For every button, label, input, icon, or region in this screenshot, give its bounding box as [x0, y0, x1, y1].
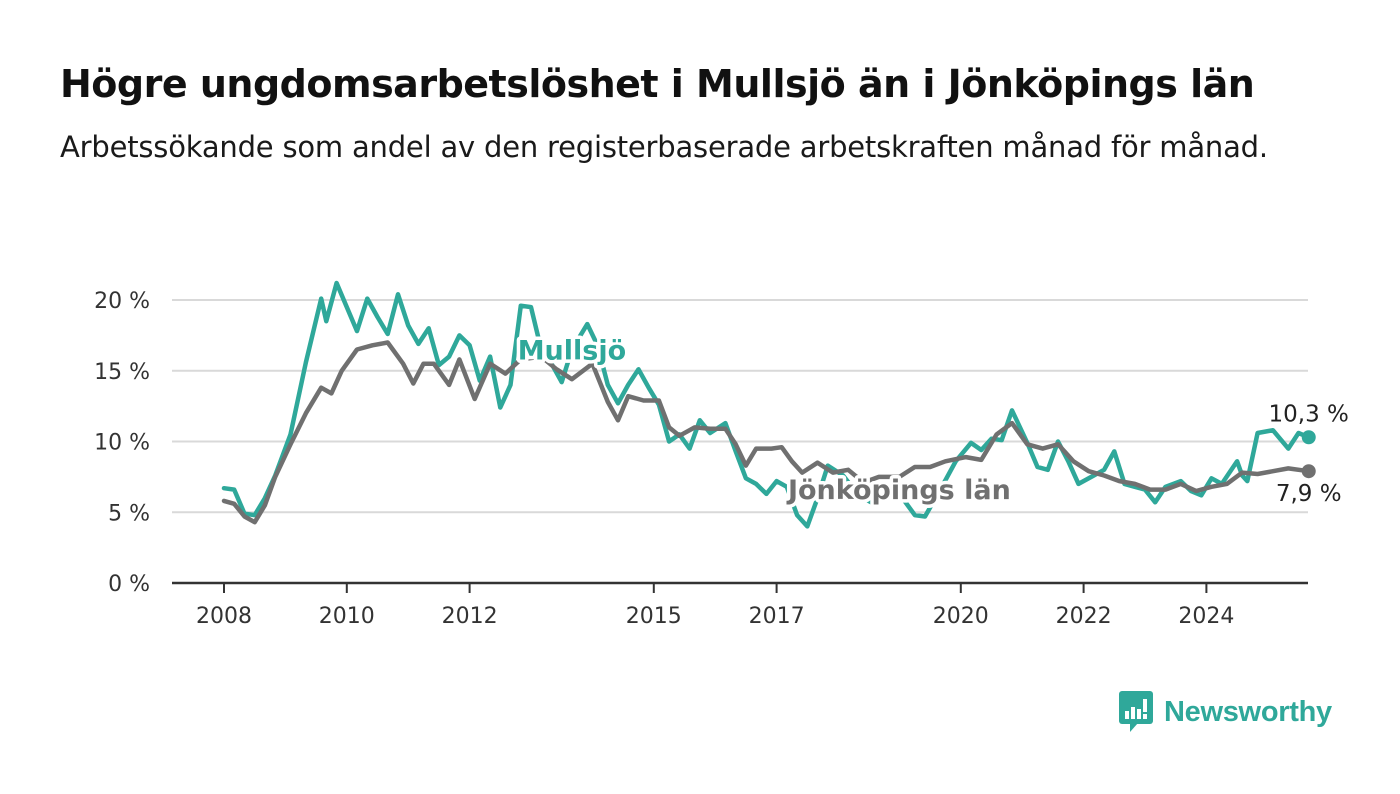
x-tick-label: 2024	[1178, 604, 1234, 629]
y-axis-tick-labels: 0 % 5 % 10 % 15 % 20 %	[94, 289, 150, 597]
y-tick-label: 15 %	[94, 360, 150, 385]
y-tick-label: 20 %	[94, 289, 150, 314]
newsworthy-logo[interactable]: Newsworthy	[1118, 690, 1332, 734]
x-tick-label: 2017	[749, 604, 805, 629]
end-value-label-mullsjo: 10,3 %	[1269, 401, 1349, 427]
end-point-mullsjo	[1301, 430, 1316, 445]
line-chart: 0 %5 %10 %15 %20 % 2008 2010 2012 2015 2017 2…	[94, 280, 1349, 629]
x-tick-label: 2015	[626, 604, 682, 629]
end-value-label-jonkopings-lan: 7,9 %	[1276, 481, 1342, 507]
series-lines	[221, 280, 1316, 529]
x-tick-label: 2010	[319, 604, 375, 629]
brand-name: Newsworthy	[1164, 695, 1332, 728]
chart-subtitle: Arbetssökande som andel av den registerb…	[60, 130, 1268, 164]
series-labels: 10,3 % Mullsjö 7,9 % Jönköpings län	[514, 332, 1349, 509]
y-tick-label: 5 %	[108, 501, 150, 526]
y-tick-label: 0 %	[108, 572, 150, 597]
x-tick-label: 2020	[933, 604, 989, 629]
x-tick-label: 2022	[1056, 604, 1112, 629]
x-axis-tick-labels: 2008 2010 2012 2015 2017 2020 2022 2024	[196, 583, 1234, 629]
gridlines	[172, 299, 1308, 585]
chart-title: Högre ungdomsarbetslöshet i Mullsjö än i…	[60, 62, 1255, 106]
x-tick-label: 2008	[196, 604, 252, 629]
series-name-label-jonkopings-lan: Jönköpings län	[786, 475, 1011, 506]
end-point-jonkopings-lan	[1301, 464, 1316, 479]
series-name-label-mullsjo: Mullsjö	[518, 336, 626, 367]
x-tick-label: 2012	[442, 604, 498, 629]
series-line-mullsjo	[221, 280, 1311, 529]
y-tick-label: 10 %	[94, 431, 150, 456]
series-line-jonkopings-lan	[221, 340, 1311, 525]
newsworthy-logo-icon	[1119, 691, 1153, 732]
